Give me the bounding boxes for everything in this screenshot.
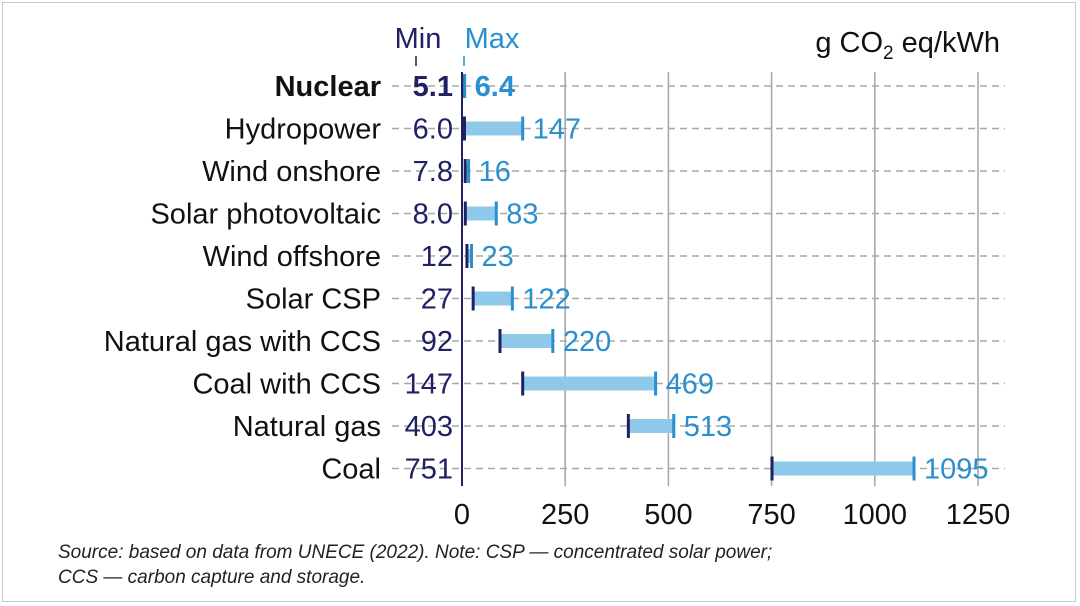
grid-layer xyxy=(392,72,1005,486)
max-value-label-0: 6.4 xyxy=(475,71,515,103)
x-tick-label-5: 1250 xyxy=(946,499,1011,531)
max-value-label-5: 122 xyxy=(522,284,570,316)
category-label-3: Solar photovoltaic xyxy=(150,199,381,231)
min-value-label-2: 7.8 xyxy=(413,156,453,188)
range-bar-2 xyxy=(465,164,469,178)
min-value-label-0: 5.1 xyxy=(413,71,453,103)
max-value-label-9: 1095 xyxy=(924,454,989,486)
min-value-label-3: 8.0 xyxy=(413,199,453,231)
min-value-label-6: 92 xyxy=(421,326,453,358)
x-tick-label-4: 1000 xyxy=(843,499,908,531)
category-label-1: Hydropower xyxy=(225,114,382,146)
category-label-5: Solar CSP xyxy=(246,284,381,316)
category-label-9: Coal xyxy=(321,454,381,486)
min-value-label-7: 147 xyxy=(405,369,453,401)
range-bar-9 xyxy=(772,461,915,476)
unit-label-subscript: 2 xyxy=(883,43,894,64)
unit-label-prefix: g CO xyxy=(815,27,883,59)
category-label-8: Natural gas xyxy=(233,411,381,443)
max-value-label-6: 220 xyxy=(563,326,611,358)
max-value-label-4: 23 xyxy=(481,241,513,273)
x-tick-label-0: 0 xyxy=(454,499,470,531)
bar-layer xyxy=(462,74,916,481)
category-label-7: Coal with CCS xyxy=(192,369,381,401)
category-label-4: Wind offshore xyxy=(203,241,381,273)
range-bar-1 xyxy=(464,121,523,136)
max-value-label-1: 147 xyxy=(533,114,581,146)
range-bar-5 xyxy=(473,291,513,306)
max-value-label-3: 83 xyxy=(506,199,538,231)
source-note-line-1: Source: based on data from UNECE (2022).… xyxy=(58,542,773,563)
text-layer: Min Max g CO2 eq/kWh Nuclear 5.1 6.4 Hydropowe… xyxy=(104,23,1010,531)
category-label-2: Wind onshore xyxy=(202,156,381,188)
min-value-label-5: 27 xyxy=(421,284,453,316)
legend-min-label: Min xyxy=(395,23,442,55)
range-bar-8 xyxy=(628,419,674,433)
max-value-label-8: 513 xyxy=(684,411,732,443)
max-value-label-2: 16 xyxy=(479,156,511,188)
source-note-line-2: CCS — carbon capture and storage. xyxy=(58,567,366,588)
range-bar-4 xyxy=(466,249,472,263)
min-value-label-1: 6.0 xyxy=(413,114,453,146)
category-label-6: Natural gas with CCS xyxy=(104,326,381,358)
max-value-label-7: 469 xyxy=(666,369,714,401)
source-note: Source: based on data from UNECE (2022).… xyxy=(58,540,1018,590)
range-bar-3 xyxy=(465,206,497,221)
category-label-0: Nuclear xyxy=(275,71,381,103)
x-tick-label-3: 750 xyxy=(747,499,795,531)
legend-max-label: Max xyxy=(465,23,520,55)
min-value-label-4: 12 xyxy=(421,241,453,273)
unit-label: g CO2 eq/kWh xyxy=(815,27,1000,64)
range-bar-7 xyxy=(522,376,656,391)
x-tick-label-2: 500 xyxy=(644,499,692,531)
range-bar-6 xyxy=(499,334,553,348)
min-value-label-8: 403 xyxy=(405,411,453,443)
unit-label-suffix: eq/kWh xyxy=(894,27,1000,59)
x-tick-label-1: 250 xyxy=(541,499,589,531)
min-value-label-9: 751 xyxy=(405,454,453,486)
